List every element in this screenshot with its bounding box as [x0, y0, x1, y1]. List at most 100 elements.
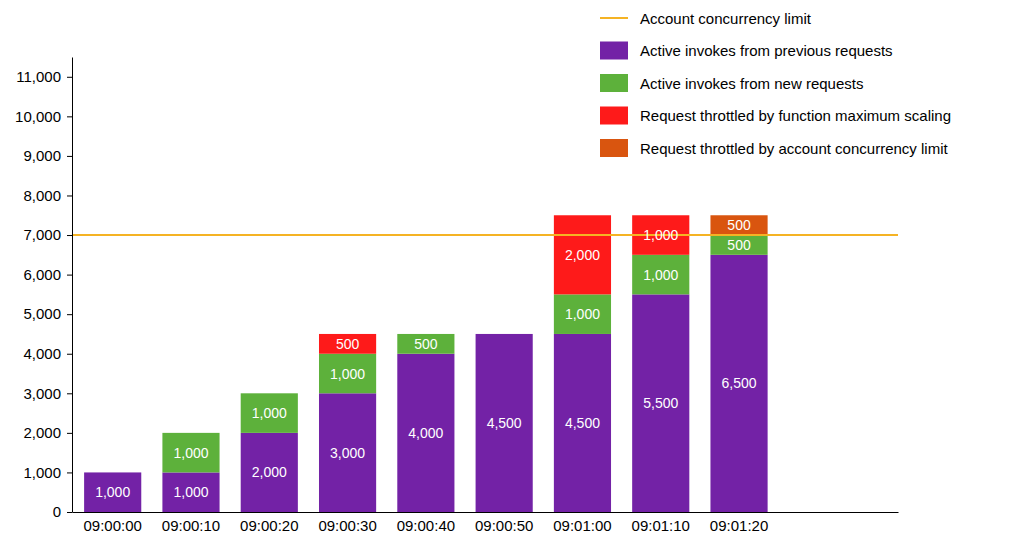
data-label: 500: [727, 237, 751, 253]
y-tick: 8,000: [23, 187, 72, 204]
y-tick-mark: [67, 393, 72, 394]
y-tick-mark: [67, 156, 72, 157]
data-label: 1,000: [252, 405, 287, 421]
legend-swatch: [600, 74, 628, 92]
bar: [162, 433, 219, 473]
legend-item: Request throttled by account concurrency…: [600, 139, 948, 157]
y-tick: 2,000: [23, 424, 72, 441]
y-tick-label: 7,000: [23, 226, 61, 243]
bar: [632, 255, 689, 295]
y-tick-label: 3,000: [23, 385, 61, 402]
x-tick: 09:01:00: [553, 517, 611, 534]
legend-label: Active invokes from previous requests: [640, 42, 893, 59]
bar: [241, 393, 298, 433]
x-tick-label: 09:00:30: [318, 517, 376, 534]
bar: [397, 334, 454, 354]
legend-swatch: [600, 139, 628, 157]
limit-line: [72, 234, 898, 236]
chart: 1,000 1,000 2,000 3,000 4,000 4,500 4,500 5,500…: [0, 0, 1024, 545]
bar: [241, 433, 298, 512]
x-tick-label: 09:00:20: [240, 517, 298, 534]
bar: [554, 215, 611, 294]
x-tick-label: 09:00:40: [397, 517, 455, 534]
data-label: 2,000: [565, 247, 600, 263]
y-tick-mark: [67, 195, 72, 196]
x-tick: 09:01:20: [710, 517, 768, 534]
x-tick: 09:00:30: [318, 517, 376, 534]
y-tick-mark: [67, 472, 72, 473]
bar-series: [84, 255, 768, 512]
y-tick-label: 8,000: [23, 187, 61, 204]
y-tick: 0: [53, 503, 72, 520]
legend: Account concurrency limit Active invokes …: [600, 10, 951, 158]
legend-label: Request throttled by function maximum sc…: [640, 107, 951, 124]
legend-label: Active invokes from new requests: [640, 75, 863, 92]
legend-swatch: [600, 107, 628, 125]
bar: [632, 294, 689, 512]
x-axis-line: [73, 512, 899, 513]
x-tick-label: 09:00:00: [83, 517, 141, 534]
y-tick-mark: [67, 77, 72, 78]
data-label: 3,000: [330, 445, 365, 461]
x-tick: 09:00:10: [162, 517, 220, 534]
data-label: 4,500: [565, 415, 600, 431]
y-tick-label: 2,000: [23, 424, 61, 441]
x-tick-label: 09:00:50: [475, 517, 533, 534]
legend-item: Account concurrency limit: [600, 10, 812, 27]
y-tick-mark: [67, 354, 72, 355]
data-label: 1,000: [173, 484, 208, 500]
y-tick-label: 9,000: [23, 147, 61, 164]
legend-label: Account concurrency limit: [640, 10, 812, 27]
y-tick-label: 4,000: [23, 345, 61, 362]
plot-area: [72, 215, 898, 512]
legend-item: Active invokes from new requests: [600, 74, 863, 92]
y-tick: 4,000: [23, 345, 72, 362]
data-label: 1,000: [643, 267, 678, 283]
y-axis-line: [72, 58, 73, 513]
x-axis: 09:00:00 09:00:10 09:00:20 09:00:30 09:00:40…: [73, 513, 899, 534]
x-tick: 09:00:20: [240, 517, 298, 534]
data-label: 1,000: [95, 484, 130, 500]
y-tick-mark: [67, 275, 72, 276]
y-tick-mark: [67, 433, 72, 434]
data-label: 2,000: [252, 464, 287, 480]
data-label: 500: [414, 336, 438, 352]
bar: [710, 215, 767, 235]
x-tick: 09:00:40: [397, 517, 455, 534]
bar: [319, 393, 376, 512]
x-tick: 09:00:50: [475, 517, 533, 534]
y-tick: 11,000: [16, 68, 72, 85]
y-tick-mark: [67, 314, 72, 315]
x-tick-label: 09:00:10: [162, 517, 220, 534]
x-tick: 09:01:10: [632, 517, 690, 534]
data-label: 1,000: [643, 227, 678, 243]
y-tick-label: 5,000: [23, 305, 61, 322]
y-tick: 10,000: [15, 108, 72, 125]
bar: [319, 334, 376, 354]
bar: [162, 472, 219, 512]
y-tick-label: 10,000: [15, 108, 61, 125]
data-label: 6,500: [722, 375, 757, 391]
bar-series: [710, 215, 767, 235]
y-tick-label: 11,000: [16, 68, 61, 85]
legend-label: Request throttled by account concurrency…: [640, 140, 948, 157]
x-tick-label: 09:01:20: [710, 517, 768, 534]
bar-series: [162, 235, 767, 472]
bar: [319, 354, 376, 394]
legend-swatch: [600, 17, 628, 19]
data-label: 1,000: [173, 445, 208, 461]
bar: [710, 235, 767, 255]
data-label: 1,000: [330, 366, 365, 382]
y-tick: 7,000: [23, 226, 72, 243]
y-tick-label: 0: [53, 503, 61, 520]
x-tick: 09:00:00: [83, 517, 141, 534]
y-tick-label: 6,000: [23, 266, 61, 283]
data-label: 4,500: [487, 415, 522, 431]
y-tick: 6,000: [23, 266, 72, 283]
legend-swatch: [600, 42, 628, 60]
data-label: 4,000: [408, 425, 443, 441]
y-tick: 3,000: [23, 385, 72, 402]
bar: [554, 334, 611, 512]
legend-item: Request throttled by function maximum sc…: [600, 107, 951, 125]
data-label: 5,500: [643, 395, 678, 411]
